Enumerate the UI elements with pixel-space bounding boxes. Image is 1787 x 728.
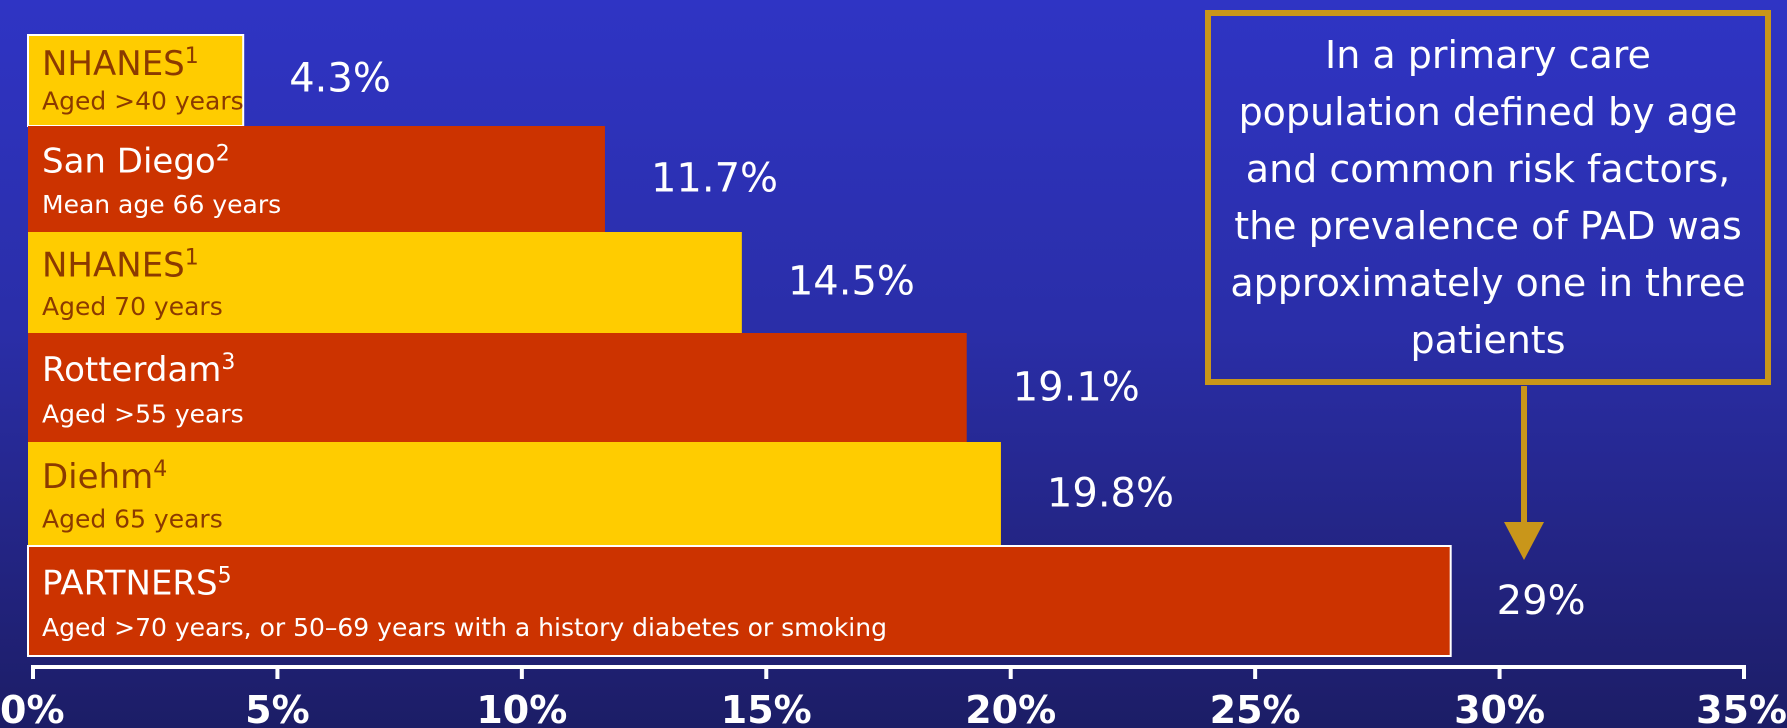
bar-label-5: PARTNERS5 (42, 563, 232, 604)
bar-5 (27, 545, 1452, 657)
x-tick-label-4: 20% (965, 688, 1056, 728)
data-label-1: 11.7% (651, 156, 778, 202)
data-label-2: 14.5% (788, 259, 915, 305)
bar-0 (27, 34, 245, 127)
bar-sublabel-2: Aged 70 years (42, 292, 223, 321)
bar-label-3: Rotterdam3 (42, 349, 235, 390)
bar-sublabel-4: Aged 65 years (42, 504, 223, 533)
bar-sublabel-1: Mean age 66 years (42, 190, 281, 219)
x-tick-label-7: 35% (1696, 688, 1787, 728)
bar-1 (28, 126, 605, 232)
x-tick-label-0: 0% (0, 688, 65, 728)
bar-sublabel-0: Aged >40 years (42, 87, 244, 116)
bar-4 (28, 442, 1001, 546)
callout-box: In a primary care population defined by … (1205, 10, 1771, 385)
callout-arrow-head (1504, 522, 1545, 560)
data-label-3: 19.1% (1013, 365, 1140, 411)
bar-3 (28, 333, 967, 442)
data-label-0: 4.3% (289, 55, 391, 101)
bar-label-4: Diehm4 (42, 456, 167, 497)
data-label-4: 19.8% (1047, 470, 1174, 516)
bar-label-0: NHANES1 (42, 44, 199, 85)
bar-2 (28, 232, 742, 333)
bar-label-2: NHANES1 (42, 245, 199, 286)
x-tick-label-5: 25% (1210, 688, 1301, 728)
data-label-5: 29% (1497, 578, 1586, 624)
bar-sublabel-5: Aged >70 years, or 50–69 years with a hi… (42, 613, 887, 642)
x-tick-label-3: 15% (721, 688, 812, 728)
bar-sublabel-3: Aged >55 years (42, 399, 244, 428)
callout-text: In a primary care population defined by … (1230, 32, 1746, 362)
x-tick-label-1: 5% (245, 688, 310, 728)
x-tick-label-6: 30% (1454, 688, 1545, 728)
x-tick-label-2: 10% (476, 688, 567, 728)
bar-label-1: San Diego2 (42, 141, 230, 182)
